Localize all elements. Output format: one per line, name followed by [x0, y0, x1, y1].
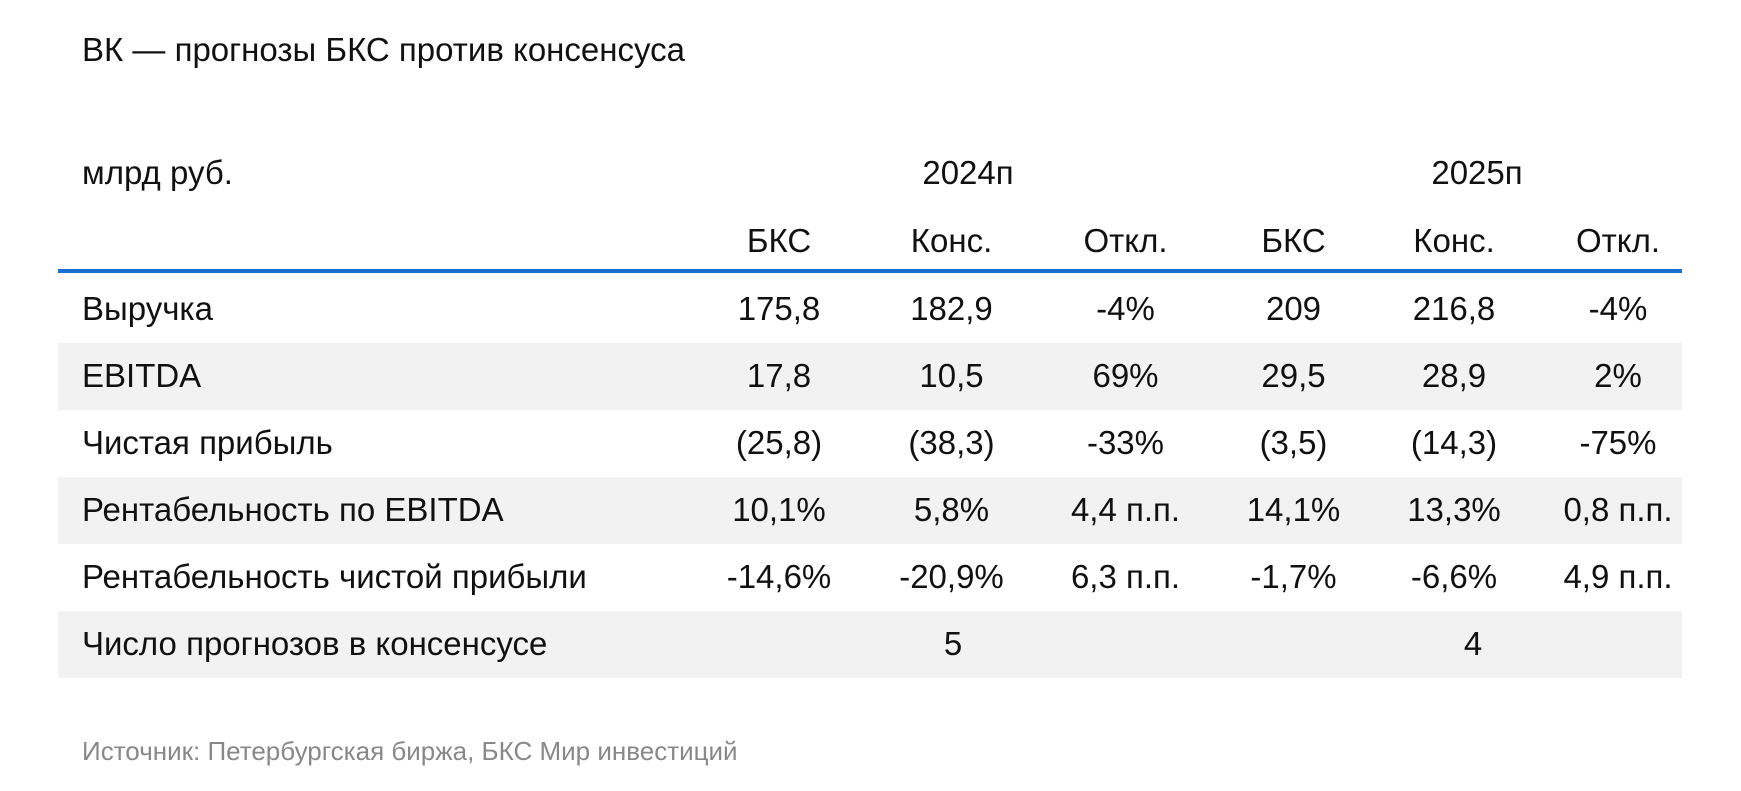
table-cell: 28,9: [1421, 357, 1487, 394]
table-row: EBITDA 17,8 10,5 69% 29,5 28,9 2%: [58, 343, 1682, 410]
table-body: Выручка 175,8 182,9 -4% 209 216,8 -4% EB…: [58, 276, 1682, 678]
table-cell: 6,3 п.п.: [1070, 558, 1181, 595]
table-cell: 216,8: [1412, 290, 1496, 327]
table-cell: 14,1%: [1246, 491, 1341, 528]
table-cell: 13,3%: [1407, 491, 1501, 528]
table-cell: 5,8%: [913, 491, 990, 528]
subheader-bcs-2024: БКС: [746, 222, 812, 259]
subheader-deviation-2025: Откл.: [1575, 222, 1660, 259]
row-label: Рентабельность чистой прибыли: [82, 558, 587, 595]
year-header-2024: 2024п: [922, 154, 1014, 191]
table-cell: -33%: [1086, 424, 1165, 461]
row-label: Выручка: [82, 290, 213, 327]
table-cell: -4%: [1588, 290, 1648, 327]
table-cell: (25,8): [735, 424, 823, 461]
table-cell: 182,9: [910, 290, 993, 327]
consensus-count-2025: 4: [1463, 625, 1483, 662]
subheader-label-spacer: [58, 218, 693, 264]
table-cell: 29,5: [1261, 357, 1326, 394]
table-row: Рентабельность по EBITDA 10,1% 5,8% 4,4 …: [58, 477, 1682, 544]
row-label: EBITDA: [82, 357, 202, 394]
unit-label: млрд руб.: [82, 154, 233, 191]
table-cell: (3,5): [1259, 424, 1328, 461]
header-rule: [58, 269, 1682, 273]
table-cell: 175,8: [737, 290, 821, 327]
table-cell: 209: [1265, 290, 1322, 327]
table-cell: -14,6%: [726, 558, 832, 595]
row-label: Число прогнозов в консенсусе: [82, 625, 548, 662]
table-row: Чистая прибыль (25,8) (38,3) -33% (3,5) …: [58, 410, 1682, 477]
row-label: Чистая прибыль: [82, 424, 333, 461]
year-header-2025: 2025п: [1431, 154, 1523, 191]
table-cell: 10,5: [919, 357, 984, 394]
table-cell: 4,9 п.п.: [1563, 558, 1673, 595]
table-cell: 4,4 п.п.: [1070, 491, 1181, 528]
row-label: Рентабельность по EBITDA: [82, 491, 504, 528]
subheader-consensus-2025: Конс.: [1413, 222, 1495, 259]
table-row: Рентабельность чистой прибыли -14,6% -20…: [58, 544, 1682, 611]
subheader-deviation-2024: Откл.: [1083, 222, 1168, 259]
table-cell: -1,7%: [1250, 558, 1337, 595]
consensus-count-2024: 5: [943, 625, 963, 662]
table-cell: 10,1%: [732, 491, 826, 528]
table-cell: -4%: [1096, 290, 1155, 327]
source-note: Источник: Петербургская биржа, БКС Мир и…: [82, 736, 738, 766]
table-row: Выручка 175,8 182,9 -4% 209 216,8 -4%: [58, 276, 1682, 343]
table-subheader: БКС Конс. Откл. БКС Конс. Откл.: [58, 218, 1682, 264]
table-cell: (14,3): [1410, 424, 1498, 461]
table-cell: 17,8: [746, 357, 812, 394]
table-cell: -20,9%: [899, 558, 1004, 595]
table-cell: (38,3): [908, 424, 995, 461]
page-title: ВК — прогнозы БКС против консенсуса: [82, 31, 685, 68]
subheader-consensus-2024: Конс.: [910, 222, 993, 259]
table-cell: -6,6%: [1410, 558, 1498, 595]
table-cell: 2%: [1594, 357, 1642, 394]
subheader-bcs-2025: БКС: [1261, 222, 1326, 259]
table-cell: 0,8 п.п.: [1563, 491, 1673, 528]
table-cell: -75%: [1579, 424, 1657, 461]
consensus-count-row: Число прогнозов в консенсусе 5 4: [58, 611, 1682, 678]
table-cell: 69%: [1092, 357, 1159, 394]
